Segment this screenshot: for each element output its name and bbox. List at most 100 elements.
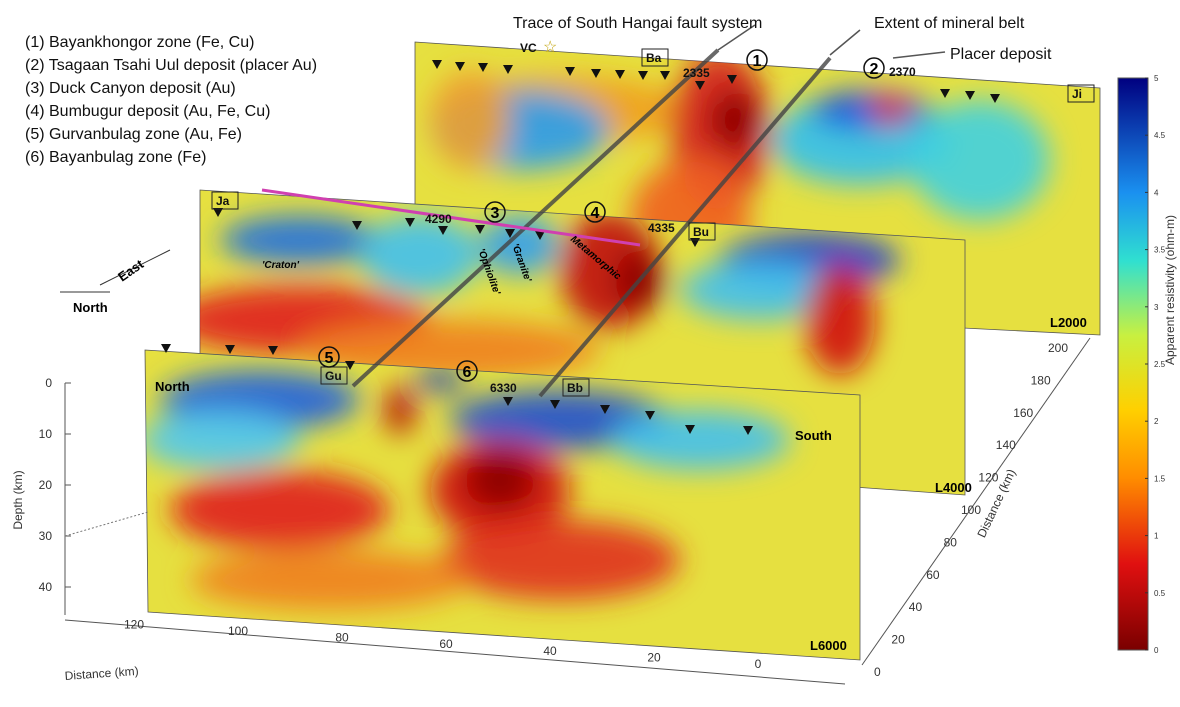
station-number: 6330 bbox=[490, 381, 517, 395]
resistivity-blob bbox=[430, 70, 510, 170]
colorbar-tick-label: 4.5 bbox=[1154, 131, 1166, 140]
site-box bbox=[641, 48, 669, 67]
side-tick-label: 80 bbox=[944, 535, 958, 549]
front-axis-label: Distance (km) bbox=[64, 664, 139, 683]
colorbar-tick-label: 3.5 bbox=[1154, 246, 1166, 255]
site-box bbox=[688, 222, 716, 241]
geology-label: 'Craton' bbox=[262, 260, 300, 271]
star: ☆ bbox=[543, 39, 557, 56]
deposit-marker bbox=[746, 49, 768, 71]
legend-item: (4) Bumbugur deposit (Au, Fe, Cu) bbox=[25, 103, 270, 120]
colorbar-tick-label: 0.5 bbox=[1154, 589, 1166, 598]
deposit-number: 5 bbox=[325, 350, 334, 367]
colorbar-tick-label: 4 bbox=[1154, 188, 1159, 197]
compass-arrow bbox=[99, 249, 171, 286]
colorbar-label: Apparent resistivity (ohm-m) bbox=[1163, 215, 1177, 365]
side-tick-label: 100 bbox=[961, 503, 981, 517]
front-axis bbox=[64, 619, 846, 685]
guide bbox=[64, 511, 149, 537]
fault-trace bbox=[351, 48, 720, 388]
depth-tick-label: 0 bbox=[45, 376, 52, 390]
resistivity-blob bbox=[710, 90, 760, 150]
depth-tick-label: 10 bbox=[39, 427, 53, 441]
site-label: Bu bbox=[693, 225, 709, 239]
resistivity-blob bbox=[805, 265, 875, 375]
side-tick-label: 40 bbox=[909, 600, 923, 614]
compass-east: East bbox=[115, 256, 147, 284]
colorbar-tick-label: 0 bbox=[1154, 646, 1159, 655]
side-tick-label: 0 bbox=[874, 665, 881, 679]
station bbox=[615, 70, 625, 79]
legend-item: (1) Bayankhongor zone (Fe, Cu) bbox=[25, 34, 254, 51]
profile-trace bbox=[261, 188, 641, 247]
arrow bbox=[829, 29, 861, 56]
station-number: 4290 bbox=[425, 212, 452, 226]
resistivity-blob bbox=[145, 410, 300, 470]
side-tick-label: 60 bbox=[926, 568, 940, 582]
side-tick-label: 160 bbox=[1013, 406, 1033, 420]
side-axis bbox=[861, 337, 1091, 666]
legend-item: (2) Tsagaan Tsahi Uul deposit (placer Au… bbox=[25, 57, 317, 74]
station bbox=[695, 81, 705, 90]
side-tick-label: 200 bbox=[1048, 341, 1068, 355]
front-tick-label: 80 bbox=[335, 631, 349, 645]
colorbar-tick-label: 1 bbox=[1154, 532, 1159, 541]
station bbox=[405, 218, 415, 227]
station-number: 4335 bbox=[648, 221, 675, 235]
station bbox=[478, 63, 488, 72]
deposit-marker bbox=[456, 360, 478, 382]
colorbar-tick-label: 3 bbox=[1154, 303, 1159, 312]
side-tick-label: 20 bbox=[891, 633, 905, 647]
site-label: Bb bbox=[567, 381, 583, 395]
station bbox=[505, 229, 515, 238]
resistivity-blob bbox=[170, 470, 390, 550]
legend-item: (6) Bayanbulag zone (Fe) bbox=[25, 149, 206, 166]
depth-axis-label: Depth (km) bbox=[11, 470, 25, 529]
depth-tick-label: 40 bbox=[39, 580, 53, 594]
station bbox=[638, 71, 648, 80]
depth-tick-label: 20 bbox=[39, 478, 53, 492]
resistivity-blob bbox=[870, 95, 910, 125]
arrow bbox=[717, 24, 756, 51]
station bbox=[352, 221, 362, 230]
deposit-number: 2 bbox=[870, 61, 879, 78]
depth-tick-label: 30 bbox=[39, 529, 53, 543]
station bbox=[565, 67, 575, 76]
station bbox=[213, 208, 223, 217]
site-box bbox=[562, 378, 590, 397]
resistivity-blob bbox=[220, 215, 380, 265]
section-label: L6000 bbox=[810, 638, 847, 653]
station bbox=[503, 397, 513, 406]
legend-item: (3) Duck Canyon deposit (Au) bbox=[25, 80, 236, 97]
section-label: L2000 bbox=[1050, 315, 1087, 330]
station bbox=[550, 400, 560, 409]
front-tick-label: 60 bbox=[439, 637, 453, 651]
resistivity-pattern bbox=[145, 368, 790, 610]
sections bbox=[144, 41, 1101, 661]
deposit-marker bbox=[318, 346, 340, 368]
profile-end: North bbox=[155, 379, 190, 394]
legend-item: (5) Gurvanbulag zone (Au, Fe) bbox=[25, 126, 242, 143]
section-label: L4000 bbox=[935, 480, 972, 495]
station bbox=[535, 231, 545, 240]
colorbar-tick-label: 2.5 bbox=[1154, 360, 1166, 369]
front-tick-label: 20 bbox=[647, 650, 661, 664]
annotation: Placer deposit bbox=[950, 46, 1052, 63]
station bbox=[455, 62, 465, 71]
station bbox=[432, 60, 442, 69]
resistivity-blob bbox=[190, 550, 470, 610]
compass-north: North bbox=[73, 300, 108, 315]
deposit-marker bbox=[484, 201, 506, 223]
deposit-marker bbox=[584, 201, 606, 223]
front-tick-label: 120 bbox=[124, 617, 144, 631]
annotation: Extent of mineral belt bbox=[874, 15, 1025, 32]
side-tick-label: 140 bbox=[996, 438, 1016, 452]
colorbar-tick-label: 5 bbox=[1154, 74, 1159, 83]
station bbox=[591, 69, 601, 78]
resistivity-blob bbox=[440, 520, 680, 600]
deposit-marker bbox=[863, 57, 885, 79]
profile-end: South bbox=[795, 428, 832, 443]
station bbox=[743, 426, 753, 435]
